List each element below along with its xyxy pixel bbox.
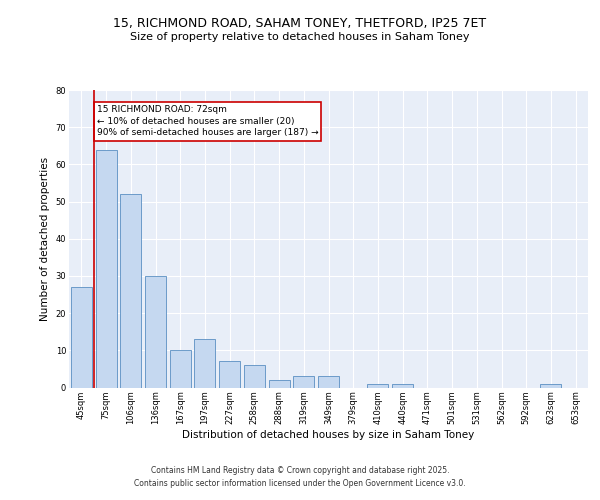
X-axis label: Distribution of detached houses by size in Saham Toney: Distribution of detached houses by size …: [182, 430, 475, 440]
Text: 15 RICHMOND ROAD: 72sqm
← 10% of detached houses are smaller (20)
90% of semi-de: 15 RICHMOND ROAD: 72sqm ← 10% of detache…: [97, 105, 319, 138]
Bar: [269, 380, 290, 388]
Bar: [71, 287, 92, 388]
Bar: [244, 365, 265, 388]
Bar: [194, 339, 215, 388]
Bar: [145, 276, 166, 388]
Bar: [95, 150, 116, 388]
Bar: [219, 362, 240, 388]
Text: 15, RICHMOND ROAD, SAHAM TONEY, THETFORD, IP25 7ET: 15, RICHMOND ROAD, SAHAM TONEY, THETFORD…: [113, 18, 487, 30]
Text: Contains HM Land Registry data © Crown copyright and database right 2025.
Contai: Contains HM Land Registry data © Crown c…: [134, 466, 466, 487]
Bar: [367, 384, 388, 388]
Text: Size of property relative to detached houses in Saham Toney: Size of property relative to detached ho…: [130, 32, 470, 42]
Bar: [392, 384, 413, 388]
Y-axis label: Number of detached properties: Number of detached properties: [40, 156, 50, 321]
Bar: [120, 194, 141, 388]
Bar: [293, 376, 314, 388]
Bar: [170, 350, 191, 388]
Bar: [318, 376, 339, 388]
Bar: [541, 384, 562, 388]
